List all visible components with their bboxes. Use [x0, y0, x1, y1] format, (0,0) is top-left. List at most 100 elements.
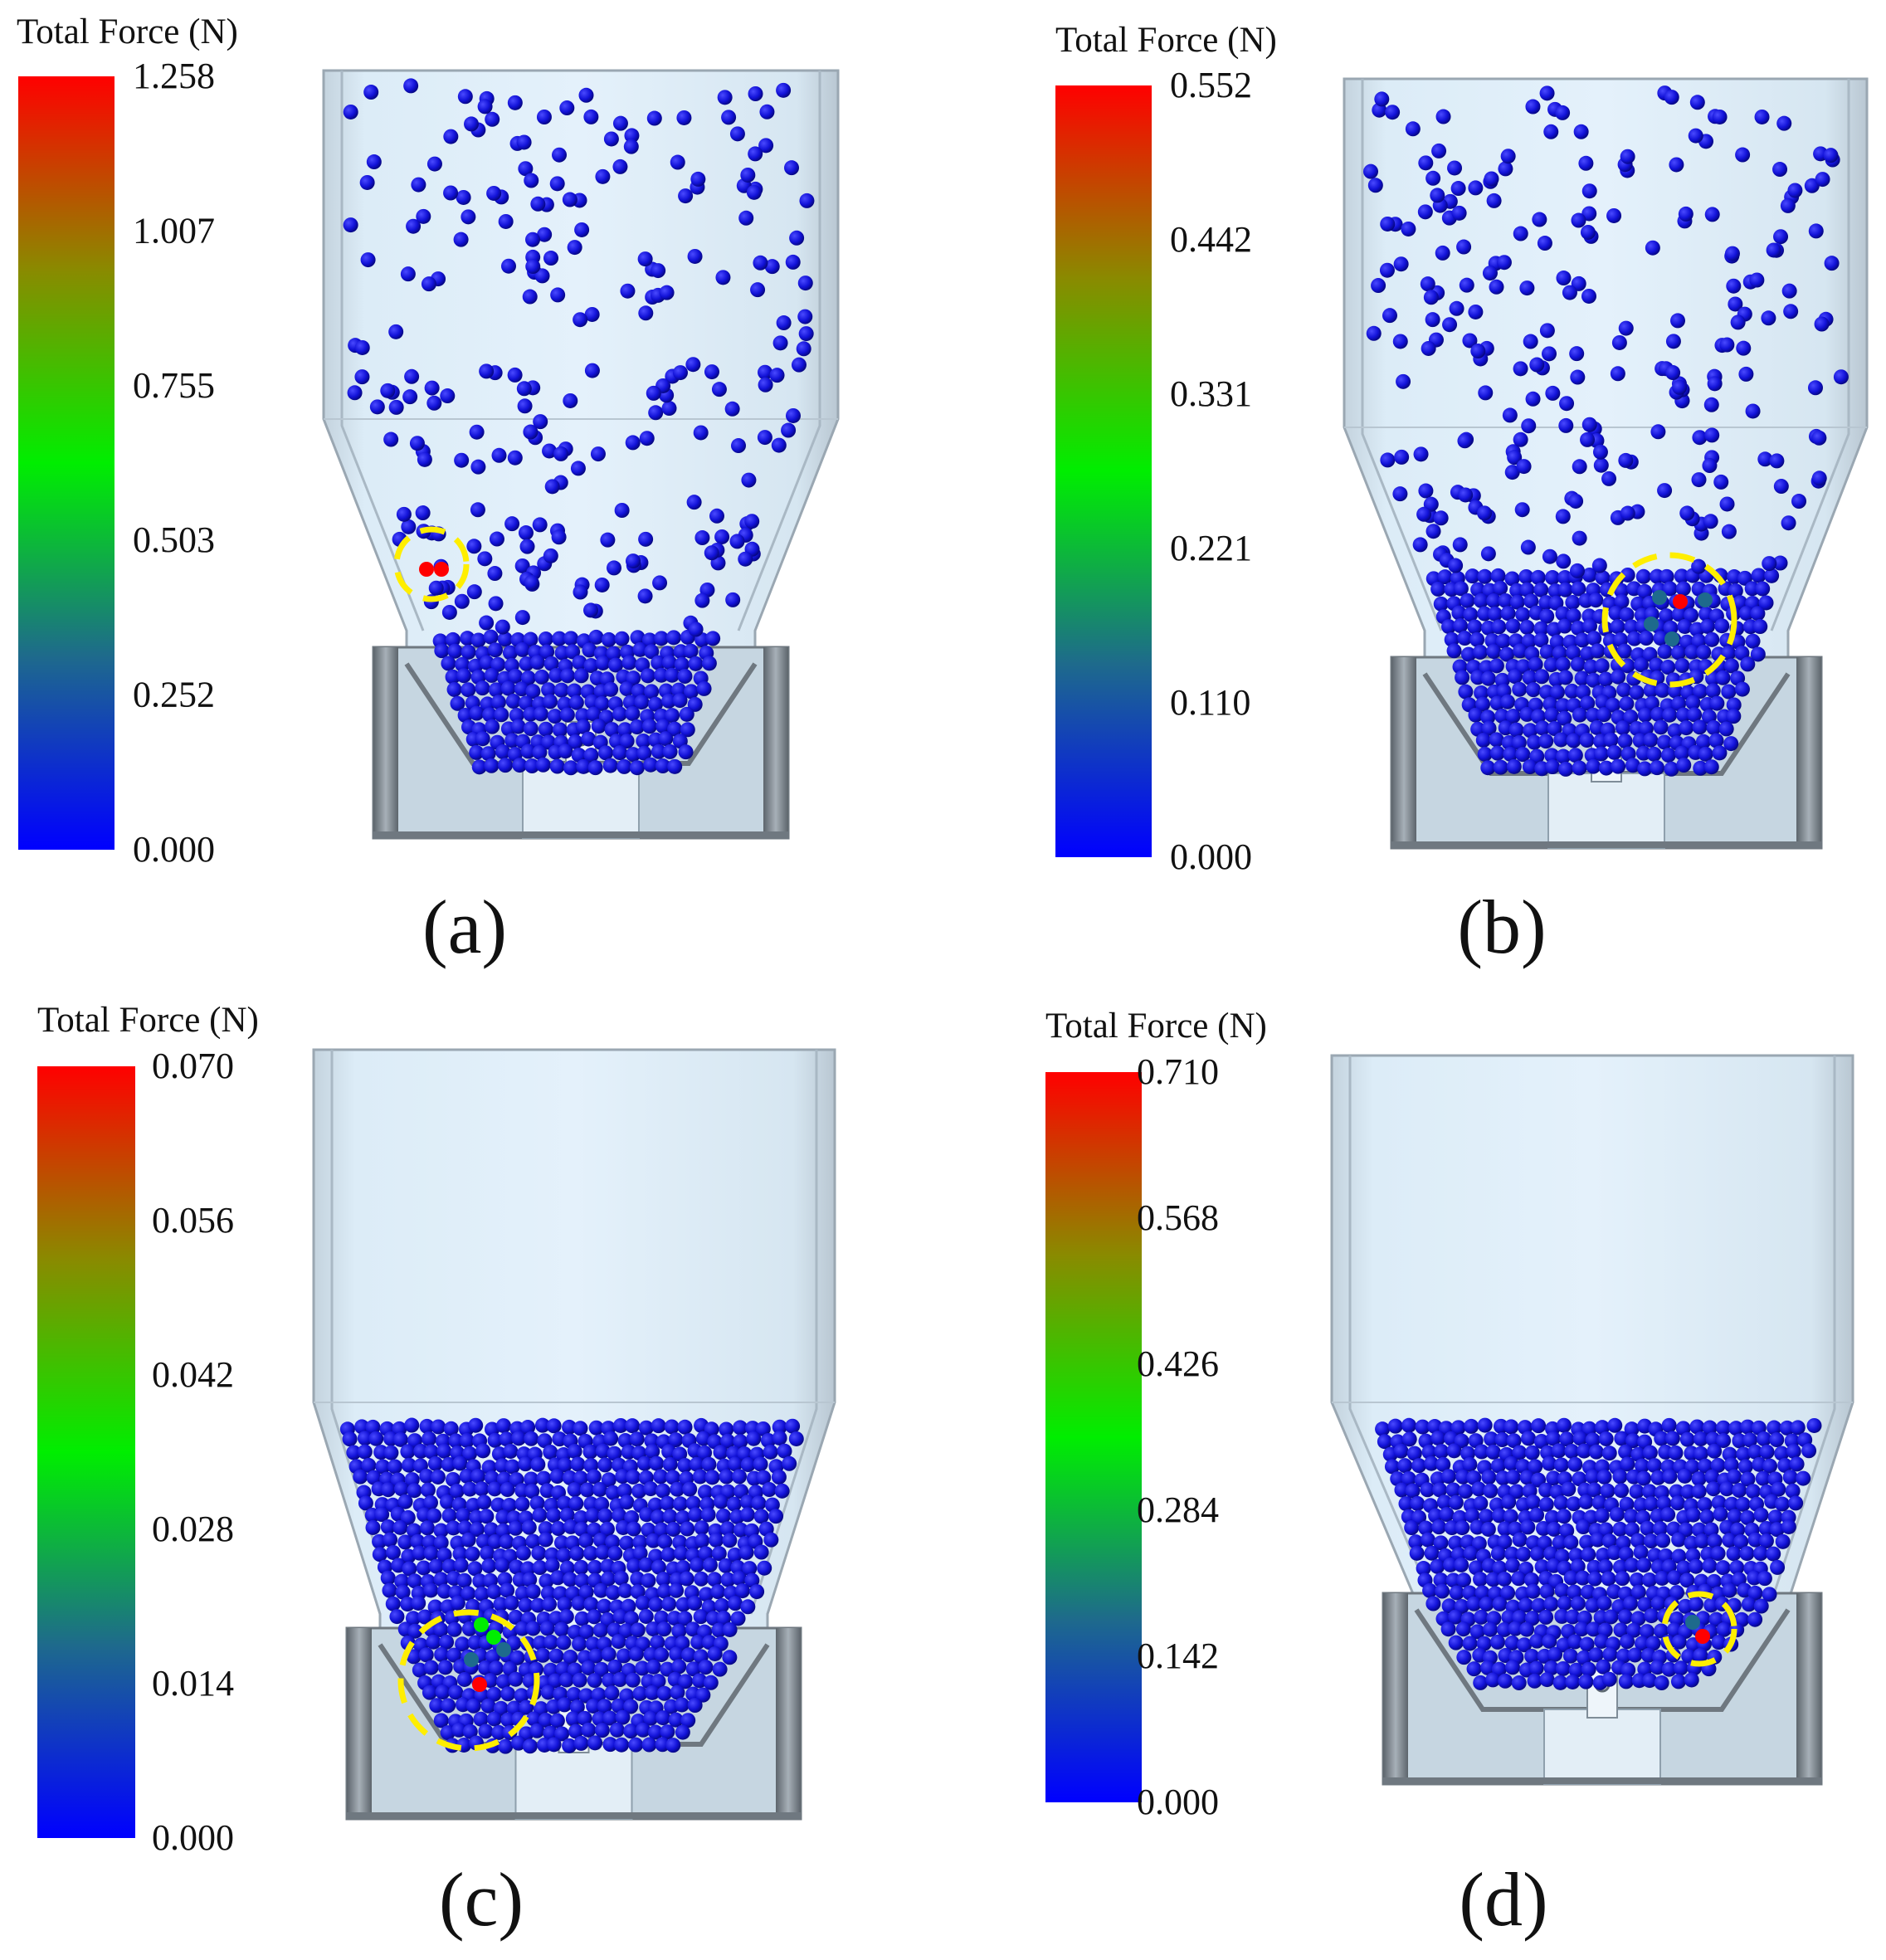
particle [1446, 1443, 1462, 1459]
particle [530, 196, 546, 212]
particle [385, 1544, 401, 1560]
particle [443, 129, 459, 144]
particle [651, 1559, 666, 1575]
particle [1511, 1675, 1527, 1691]
particle [702, 1635, 718, 1650]
particle [1555, 105, 1571, 120]
particle [1527, 1673, 1542, 1689]
particle [549, 758, 565, 774]
base-side-right [1796, 1593, 1821, 1784]
particle [602, 758, 618, 773]
particle [409, 436, 425, 451]
particle [452, 1455, 468, 1471]
particle [614, 631, 630, 646]
particle [415, 505, 431, 521]
particle [1428, 1508, 1444, 1524]
particle [1598, 1431, 1614, 1446]
particle [462, 1481, 478, 1497]
particle-cloud [343, 78, 815, 776]
particle [1645, 240, 1660, 256]
particle [544, 479, 560, 495]
particle [1815, 172, 1830, 188]
particle [357, 1444, 373, 1460]
particle [1527, 734, 1542, 750]
particle [509, 1559, 524, 1575]
particle [641, 632, 657, 648]
particle [1493, 580, 1508, 596]
particle [692, 1469, 708, 1485]
particle [588, 1648, 604, 1664]
particle [532, 1635, 548, 1650]
particle [1771, 1481, 1786, 1497]
particle [667, 758, 683, 774]
particle [497, 758, 513, 773]
particle [1586, 1559, 1602, 1575]
particle [573, 668, 589, 684]
particle [768, 1509, 784, 1524]
particle [1433, 1535, 1449, 1551]
particle [606, 560, 621, 576]
particle [469, 424, 485, 440]
colorbar-tick-label: 0.142 [1137, 1636, 1219, 1676]
particle [1723, 736, 1739, 752]
particle [1758, 1533, 1774, 1549]
particle [523, 721, 539, 737]
particle [709, 508, 725, 524]
particle [631, 1483, 647, 1499]
particle [1647, 1548, 1663, 1563]
particle [625, 1418, 641, 1434]
particle [1363, 163, 1379, 179]
particle [601, 631, 616, 647]
particle [1588, 1647, 1604, 1663]
particle [434, 1646, 450, 1662]
particle [1762, 556, 1777, 572]
particle [1456, 239, 1472, 255]
particle [772, 335, 788, 351]
particle [1557, 710, 1572, 726]
particle [613, 1417, 629, 1433]
particle [401, 519, 417, 534]
particle [679, 1571, 694, 1587]
particle [1671, 696, 1687, 712]
particle [1595, 1420, 1611, 1436]
particle [632, 641, 648, 657]
particle [1617, 1609, 1633, 1625]
particle [1786, 1444, 1801, 1460]
particle [1654, 1675, 1669, 1691]
particle [574, 222, 590, 237]
particle [419, 1468, 435, 1484]
particle [1606, 1584, 1622, 1600]
particle [1750, 646, 1766, 662]
particle [1627, 1647, 1643, 1663]
particle [1440, 1621, 1456, 1637]
particle [1555, 656, 1571, 672]
colorbar-tick-label: 0.014 [152, 1663, 234, 1704]
particle [1757, 1571, 1772, 1587]
particle [524, 1484, 540, 1499]
particle [611, 1634, 626, 1650]
particle [568, 734, 583, 749]
particle [1614, 1431, 1630, 1446]
particle [1572, 1471, 1587, 1487]
particle [1620, 1634, 1635, 1650]
particle [1477, 1417, 1493, 1433]
particle [728, 1456, 743, 1472]
particle [607, 1446, 622, 1461]
particle [600, 532, 616, 548]
particle [655, 758, 670, 774]
particle [430, 1469, 446, 1485]
particle [1393, 1443, 1409, 1459]
particle [507, 450, 523, 466]
particle [1699, 1509, 1715, 1525]
particle [448, 1685, 464, 1700]
particle [478, 1724, 494, 1739]
particle [1570, 1596, 1586, 1611]
particle [604, 1685, 620, 1701]
particle [1566, 733, 1581, 748]
particle [440, 388, 456, 404]
particle [546, 1737, 562, 1753]
particle [784, 160, 800, 176]
particle [626, 747, 641, 763]
particle [594, 1723, 610, 1738]
particle [1619, 607, 1635, 622]
